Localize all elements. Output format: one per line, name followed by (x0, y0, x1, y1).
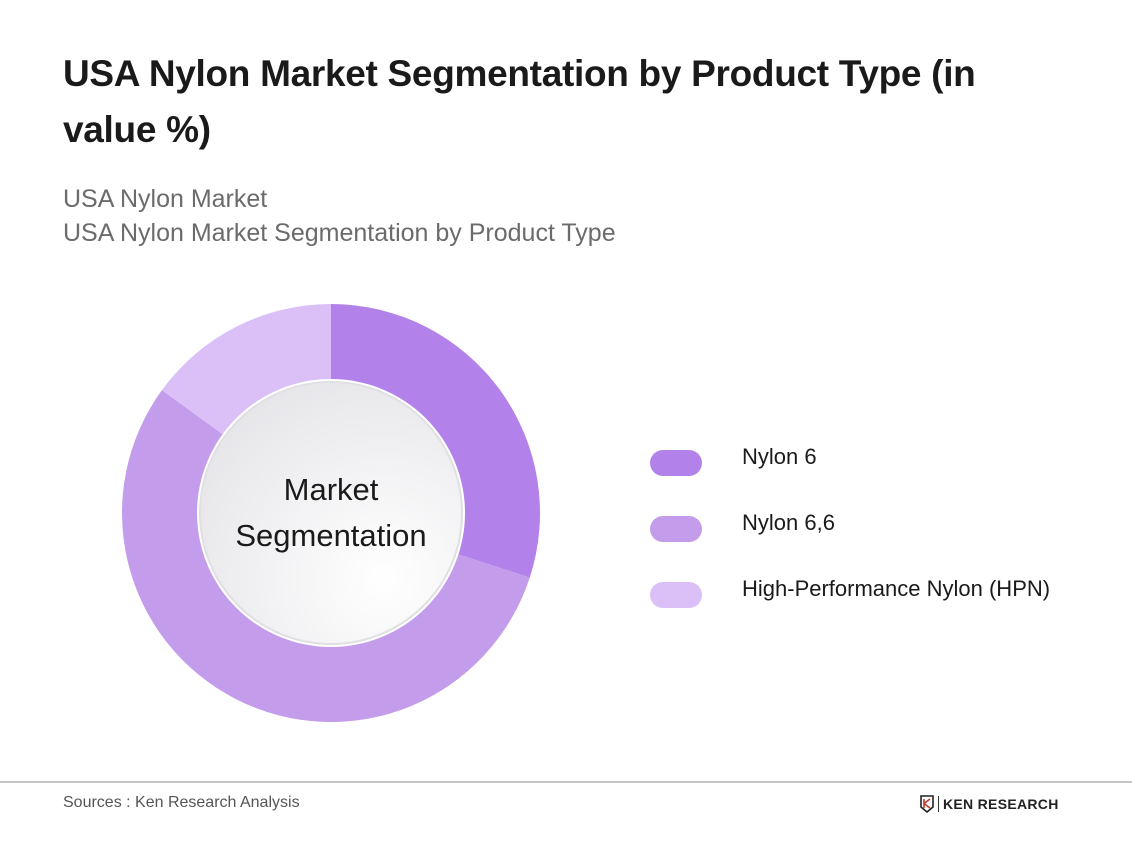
brand-logo: KEN RESEARCH (920, 795, 1059, 813)
legend-label: High-Performance Nylon (HPN) (742, 576, 1051, 601)
center-label-line-2: Segmentation (235, 518, 427, 553)
legend-swatch-nylon-6-6 (650, 516, 702, 542)
source-note: Sources : Ken Research Analysis (63, 794, 300, 811)
subtitle-line-1: USA Nylon Market (63, 185, 268, 213)
center-label: Market Segmentation (122, 304, 540, 722)
footer-divider (0, 781, 1132, 783)
donut-hole (199, 381, 463, 645)
legend-label: Nylon 6 (742, 444, 817, 469)
legend-item-nylon-6-6: Nylon 6,6 (650, 496, 1050, 562)
page-title: USA Nylon Market Segmentation by Product… (63, 53, 976, 150)
brand-separator (938, 796, 939, 812)
legend-swatch-nylon-6 (650, 450, 702, 476)
subtitle-line-2: USA Nylon Market Segmentation by Product… (63, 219, 616, 247)
center-label-line-1: Market (283, 472, 379, 507)
subtitle: USA Nylon Market USA Nylon Market Segmen… (63, 182, 616, 250)
legend-item-nylon-6: Nylon 6 (650, 430, 1050, 496)
brand-text: KEN RESEARCH (943, 796, 1059, 812)
legend-label: Nylon 6,6 (742, 510, 835, 535)
legend: Nylon 6 Nylon 6,6 High-Performance Nylon… (650, 430, 1050, 628)
ken-research-logo-icon (920, 795, 934, 813)
legend-swatch-hpn (650, 582, 702, 608)
legend-item-hpn: High-Performance Nylon (HPN) (650, 562, 1050, 628)
donut-svg (122, 304, 540, 722)
donut-chart: Market Segmentation (122, 304, 540, 722)
